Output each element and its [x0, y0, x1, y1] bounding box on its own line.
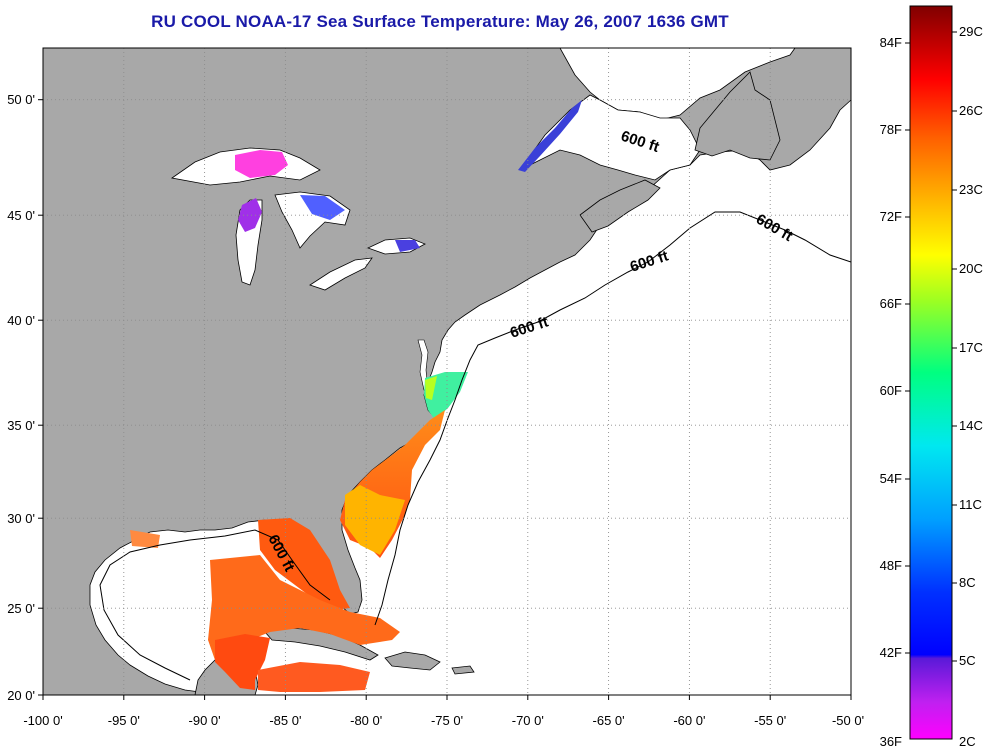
- sst-lake-ontario: [395, 240, 420, 252]
- colorbar-f-label: 72F: [880, 209, 902, 224]
- colorbar-f-label: 60F: [880, 383, 902, 398]
- x-tick-label: -70 0': [512, 713, 544, 728]
- lake-erie: [309, 257, 373, 291]
- sst-southeast-yellow: [345, 485, 405, 555]
- y-tick-label: 45 0': [7, 208, 35, 223]
- y-tick-label: 30 0': [7, 511, 35, 526]
- contour-600ft: [374, 211, 851, 626]
- sst-caribbean-south: [258, 662, 370, 692]
- colorbar-f-label: 54F: [880, 471, 902, 486]
- colorbar-f-label: 66F: [880, 296, 902, 311]
- sst-lake-superior: [235, 150, 288, 178]
- sst-gulf-north: [130, 530, 160, 548]
- x-tick-label: -80 0': [350, 713, 382, 728]
- colorbar-f-label: 36F: [880, 734, 902, 749]
- y-tick-label: 35 0': [7, 418, 35, 433]
- sst-lake-michigan: [238, 198, 262, 232]
- x-tick-label: -60 0': [673, 713, 705, 728]
- sst-gulf-west: [208, 555, 400, 660]
- map-title: RU COOL NOAA-17 Sea Surface Temperature:…: [151, 12, 729, 31]
- colorbar-c-label: 8C: [959, 575, 976, 590]
- x-tick-label: -85 0': [269, 713, 301, 728]
- graticule: [43, 48, 851, 695]
- colorbar-c-label: 20C: [959, 261, 983, 276]
- colorbar-c-label: 14C: [959, 418, 983, 433]
- sst-gulf-florida: [258, 518, 350, 610]
- land-puerto-rico: [451, 665, 475, 675]
- contour-600ft-gulf: [99, 529, 331, 681]
- colorbar: 84F 78F 72F 66F 60F 54F 48F 42F 36F 29C …: [880, 5, 983, 749]
- sst-caribbean: [215, 634, 270, 690]
- y-tick-label: 20 0': [7, 688, 35, 703]
- colorbar-c-label: 11C: [959, 497, 982, 512]
- y-tick-label: 25 0': [7, 601, 35, 616]
- colorbar-f-label: 48F: [880, 558, 902, 573]
- colorbar-c-label: 29C: [959, 24, 983, 39]
- sst-mid-atlantic-yellow: [425, 376, 437, 400]
- y-axis: 50 0' 45 0' 40 0' 35 0' 30 0' 25 0' 20 0…: [7, 92, 43, 703]
- colorbar-f-label: 84F: [880, 35, 902, 50]
- x-tick-label: -50 0': [832, 713, 864, 728]
- colorbar-c-label: 23C: [959, 182, 983, 197]
- x-tick-label: -65 0': [593, 713, 625, 728]
- colorbar-c-label: 5C: [959, 653, 976, 668]
- colorbar-c-label: 17C: [959, 340, 983, 355]
- colorbar-f-label: 78F: [880, 122, 902, 137]
- x-tick-label: -55 0': [754, 713, 786, 728]
- x-tick-label: -90 0': [189, 713, 221, 728]
- land-nova-scotia: [579, 179, 661, 233]
- land-hispaniola: [384, 651, 441, 671]
- colorbar-c-label: 2C: [959, 734, 976, 749]
- y-tick-label: 50 0': [7, 92, 35, 107]
- colorbar-f-label: 42F: [880, 645, 902, 660]
- colorbar-gradient: [909, 5, 953, 740]
- land-newfoundland: [694, 71, 781, 161]
- sst-lake-huron: [300, 195, 345, 220]
- x-tick-label: -95 0': [108, 713, 140, 728]
- sst-st-lawrence: [518, 100, 582, 172]
- y-tick-label: 40 0': [7, 313, 35, 328]
- colorbar-c-label: 26C: [959, 103, 983, 118]
- x-axis: -100 0' -95 0' -90 0' -85 0' -80 0' -75 …: [23, 695, 864, 728]
- x-tick-label: -100 0': [23, 713, 62, 728]
- x-tick-label: -75 0': [431, 713, 463, 728]
